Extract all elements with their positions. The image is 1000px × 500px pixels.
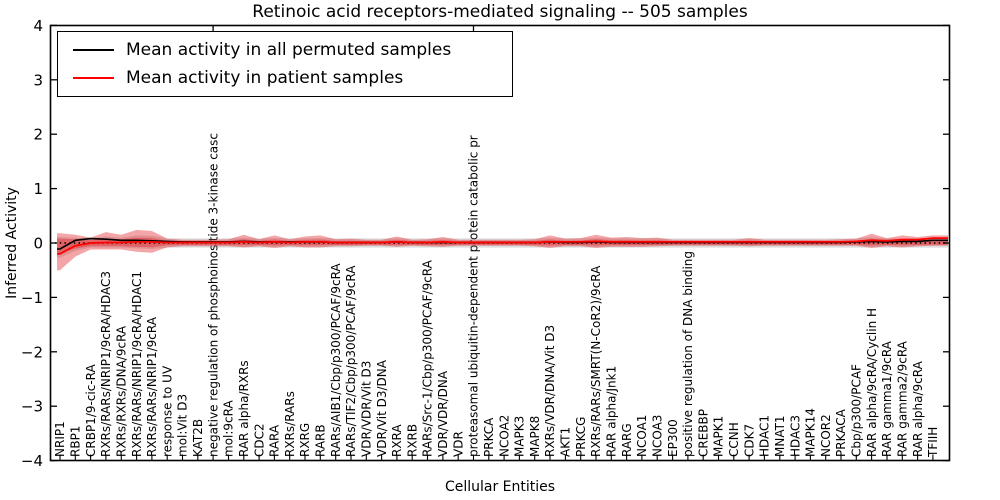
x-tick-label: mol:Vit D3 <box>176 394 190 457</box>
x-tick-label: Cbp/p300/PCAF <box>850 364 864 457</box>
y-tick-label: −1 <box>21 289 43 307</box>
x-tick-label: RARG <box>620 423 634 457</box>
x-tick-label: CRBP1/9-cic-RA <box>84 363 98 457</box>
x-tick-label: RXRs/RARs/NRIP1/9cRA/HDAC3 <box>99 271 113 457</box>
x-tick-label: CDC2 <box>252 423 266 457</box>
x-tick-label: response to UV <box>160 365 174 457</box>
x-tick-label: MAPK1 <box>712 416 726 457</box>
x-tick-label: RARs/AIB1/Cbp/p300/PCAF/9cRA <box>329 263 343 457</box>
x-tick-label: RXRs/RARs/NRIP1/9cRA/HDAC1 <box>130 271 144 457</box>
x-tick-label: VDR/VDR/DNA <box>436 370 450 457</box>
x-tick-label: RXRs/RARs <box>283 391 297 457</box>
x-tick-label: RARs/TIF2/Cbp/p300/PCAF/9cRA <box>344 265 358 457</box>
x-tick-label: RBP1 <box>69 426 83 457</box>
legend-label-patient: Mean activity in patient samples <box>126 68 404 88</box>
x-tick-label: TFIIH <box>926 427 940 458</box>
legend: Mean activity in all permuted samples Me… <box>57 31 513 97</box>
x-tick-label: NCOA3 <box>650 415 664 457</box>
x-tick-label: NRIP1 <box>53 421 67 457</box>
chart-title: Retinoic acid receptors-mediated signali… <box>252 2 748 22</box>
x-tick-label: KAT2B <box>191 419 205 457</box>
x-tick-label: RXRs/RXRs/DNA/9cRA <box>115 325 129 457</box>
activity-band-outer <box>57 229 948 271</box>
y-tick-label: −4 <box>21 452 43 470</box>
x-tick-label: CCNH <box>727 422 741 457</box>
x-tick-label: RXRG <box>298 423 312 457</box>
x-tick-label: NCOA2 <box>497 415 511 457</box>
x-tick-label: negative regulation of phosphoinositide … <box>206 133 220 457</box>
y-tick-label: 1 <box>33 180 43 198</box>
mean-patient-line <box>57 237 948 255</box>
y-tick-label: 3 <box>33 71 43 89</box>
x-tick-label: RARs/Src-1/Cbp/p300/PCAF/9cRA <box>421 259 435 457</box>
legend-entry-permuted: Mean activity in all permuted samples <box>58 40 512 60</box>
x-tick-label: RXRs/VDR/DNA/Vit D3 <box>543 325 557 457</box>
x-tick-label: RAR gamma1/9cRA <box>880 340 894 457</box>
legend-line-patient-icon <box>73 77 114 79</box>
y-tick-label: 4 <box>33 17 43 35</box>
y-tick-label: −2 <box>21 343 43 361</box>
x-tick-label: AKT1 <box>559 427 573 457</box>
x-axis-label: Cellular Entities <box>445 479 555 495</box>
x-tick-label: VDR/Vit D3/DNA <box>375 359 389 457</box>
x-tick-label: RAR alpha/RXRs <box>237 360 251 457</box>
x-tick-label: NCOR2 <box>819 414 833 457</box>
x-tick-label: MNAT1 <box>773 415 787 457</box>
y-tick-label: 2 <box>33 126 43 144</box>
x-tick-label: CDK7 <box>742 424 756 457</box>
x-tick-label: MAPK3 <box>513 416 527 457</box>
x-tick-label: RXRB <box>405 424 419 457</box>
x-tick-label: RAR gamma2/9cRA <box>896 340 910 457</box>
x-tick-label: HDAC3 <box>788 415 802 457</box>
x-tick-label: PRKACA <box>834 408 848 457</box>
x-tick-label: RAR alpha/9cRA/Cyclin H <box>865 308 879 457</box>
legend-line-permuted-icon <box>73 49 114 51</box>
x-tick-label: proteasomal ubiquitin-dependent protein … <box>467 135 481 457</box>
legend-label-permuted: Mean activity in all permuted samples <box>126 40 452 60</box>
x-tick-label: mol:9cRA <box>222 400 236 457</box>
x-tick-label: VDR/VDR/Vit D3 <box>360 361 374 457</box>
x-tick-label: VDR <box>451 431 465 457</box>
x-tick-label: HDAC1 <box>758 415 772 457</box>
y-tick-label: −3 <box>21 398 43 416</box>
shadow-band <box>57 235 948 258</box>
x-tick-label: NCOA1 <box>635 415 649 457</box>
x-tick-label: EP300 <box>666 419 680 457</box>
x-tick-label: RXRA <box>390 424 404 457</box>
x-tick-label: RARB <box>314 424 328 457</box>
x-tick-label: MAPK8 <box>528 416 542 457</box>
y-axis-label: Inferred Activity <box>4 187 20 299</box>
x-tick-label: RXRs/RARs/NRIP1/9cRA <box>145 316 159 457</box>
legend-entry-patient: Mean activity in patient samples <box>58 68 512 88</box>
x-tick-label: RARA <box>268 424 282 457</box>
x-tick-label: positive regulation of DNA binding <box>681 251 695 457</box>
x-tick-label: PRKCG <box>574 417 588 457</box>
y-tick-label: 0 <box>33 235 43 253</box>
x-tick-label: PRKCA <box>482 417 496 457</box>
x-tick-label: CREBBP <box>696 409 710 457</box>
x-tick-label: MAPK14 <box>804 408 818 457</box>
x-tick-label: RAR alpha/Jnk1 <box>605 366 619 457</box>
x-tick-label: RAR alpha/9cRA <box>911 360 925 457</box>
x-tick-label: RXRs/RARs/SMRT(N-CoR2)/9cRA <box>589 265 603 457</box>
